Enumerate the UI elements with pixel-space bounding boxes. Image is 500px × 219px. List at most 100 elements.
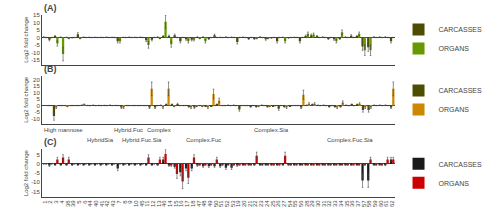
svg-text:34: 34 <box>338 200 344 207</box>
svg-text:20: 20 <box>241 200 247 207</box>
svg-text:-5: -5 <box>34 170 40 176</box>
svg-text:ORGANS: ORGANS <box>439 106 470 113</box>
svg-text:15: 15 <box>33 83 40 89</box>
svg-text:53: 53 <box>230 200 236 207</box>
svg-text:21: 21 <box>247 200 253 207</box>
svg-text:3: 3 <box>53 200 59 204</box>
svg-text:2: 2 <box>47 200 53 204</box>
svg-text:5: 5 <box>36 152 40 158</box>
svg-text:Log2 fold change: Log2 fold change <box>23 149 29 196</box>
svg-text:18: 18 <box>190 200 196 207</box>
svg-text:46: 46 <box>161 200 167 207</box>
svg-text:Log2 fold change: Log2 fold change <box>23 16 29 63</box>
svg-text:4: 4 <box>59 200 65 204</box>
svg-text:54: 54 <box>287 200 293 207</box>
svg-text:23: 23 <box>258 200 264 207</box>
svg-text:48: 48 <box>201 200 207 207</box>
svg-text:Log2 fold change: Log2 fold change <box>23 76 29 123</box>
svg-text:37: 37 <box>355 200 361 207</box>
svg-text:Hybrid.Fuc: Hybrid.Fuc <box>114 127 143 133</box>
svg-text:57: 57 <box>361 200 367 207</box>
svg-text:52: 52 <box>224 200 230 207</box>
svg-text:Complex.Fuc.Sia: Complex.Fuc.Sia <box>327 137 373 143</box>
svg-text:59: 59 <box>372 200 378 207</box>
svg-text:51: 51 <box>218 200 224 207</box>
svg-text:Complex.Fuc: Complex.Fuc <box>186 137 221 143</box>
svg-text:27: 27 <box>281 200 287 207</box>
svg-text:(B): (B) <box>44 64 57 74</box>
svg-text:40: 40 <box>93 200 99 207</box>
svg-text:Complex: Complex <box>147 127 171 133</box>
svg-text:-5: -5 <box>34 42 40 48</box>
svg-text:-10: -10 <box>31 179 40 185</box>
svg-text:-10: -10 <box>31 50 40 56</box>
svg-text:HybridSia: HybridSia <box>87 137 114 143</box>
svg-text:62: 62 <box>389 200 395 207</box>
svg-text:6: 6 <box>82 200 88 204</box>
svg-text:-5: -5 <box>34 109 40 115</box>
svg-text:56: 56 <box>298 200 304 207</box>
svg-text:CARCASSES: CARCASSES <box>439 26 483 33</box>
svg-text:-15: -15 <box>31 189 40 195</box>
svg-text:61: 61 <box>383 200 389 207</box>
svg-text:8: 8 <box>122 200 128 204</box>
svg-text:41: 41 <box>99 200 105 207</box>
svg-text:7: 7 <box>116 200 122 204</box>
svg-text:25: 25 <box>270 200 276 207</box>
svg-text:45: 45 <box>139 200 145 207</box>
svg-text:33: 33 <box>332 200 338 207</box>
svg-text:1: 1 <box>42 200 48 204</box>
svg-text:Hybrid.Fuc.Sia: Hybrid.Fuc.Sia <box>122 137 162 143</box>
svg-text:(C): (C) <box>44 137 57 147</box>
svg-text:CARCASSES: CARCASSES <box>439 87 483 94</box>
svg-text:20: 20 <box>33 77 40 83</box>
svg-text:43: 43 <box>110 200 116 207</box>
svg-text:29: 29 <box>309 200 315 207</box>
svg-text:ORGANS: ORGANS <box>439 45 470 52</box>
svg-text:17: 17 <box>184 200 190 207</box>
svg-text:39: 39 <box>70 200 76 207</box>
svg-text:38: 38 <box>65 200 71 207</box>
svg-text:15: 15 <box>33 12 40 18</box>
svg-text:24: 24 <box>264 200 270 207</box>
svg-text:5: 5 <box>36 96 40 102</box>
svg-text:50: 50 <box>213 200 219 207</box>
svg-text:42: 42 <box>104 200 110 207</box>
svg-text:CARCASSES: CARCASSES <box>439 161 483 168</box>
svg-text:0: 0 <box>36 161 40 167</box>
svg-text:28: 28 <box>304 200 310 207</box>
svg-text:10: 10 <box>133 200 139 207</box>
svg-text:22: 22 <box>252 200 258 207</box>
svg-text:11: 11 <box>144 200 150 207</box>
svg-text:Complex.Sia: Complex.Sia <box>254 127 289 133</box>
svg-text:32: 32 <box>326 200 332 207</box>
svg-text:10: 10 <box>33 20 40 26</box>
svg-text:30: 30 <box>315 200 321 207</box>
svg-text:-10: -10 <box>31 116 40 122</box>
svg-text:0: 0 <box>36 35 40 41</box>
svg-text:5: 5 <box>36 27 40 33</box>
svg-text:9: 9 <box>127 200 133 204</box>
svg-text:19: 19 <box>235 200 241 207</box>
svg-text:31: 31 <box>321 200 327 207</box>
svg-text:55: 55 <box>292 200 298 207</box>
svg-text:(A): (A) <box>44 3 57 13</box>
svg-text:5: 5 <box>76 200 82 204</box>
svg-text:12: 12 <box>150 200 156 207</box>
svg-text:58: 58 <box>366 200 372 207</box>
svg-text:10: 10 <box>33 90 40 96</box>
svg-text:35: 35 <box>344 200 350 207</box>
svg-text:26: 26 <box>275 200 281 207</box>
svg-text:High mannose: High mannose <box>44 127 83 133</box>
svg-text:ORGANS: ORGANS <box>439 180 470 187</box>
svg-text:16: 16 <box>178 200 184 207</box>
svg-text:36: 36 <box>349 200 355 207</box>
svg-text:-15: -15 <box>31 57 40 63</box>
svg-text:44: 44 <box>87 200 93 207</box>
svg-text:14: 14 <box>167 200 173 207</box>
svg-text:60: 60 <box>378 200 384 207</box>
svg-text:49: 49 <box>207 200 213 207</box>
svg-text:15: 15 <box>173 200 179 207</box>
svg-text:47: 47 <box>196 200 202 207</box>
svg-text:13: 13 <box>156 200 162 207</box>
